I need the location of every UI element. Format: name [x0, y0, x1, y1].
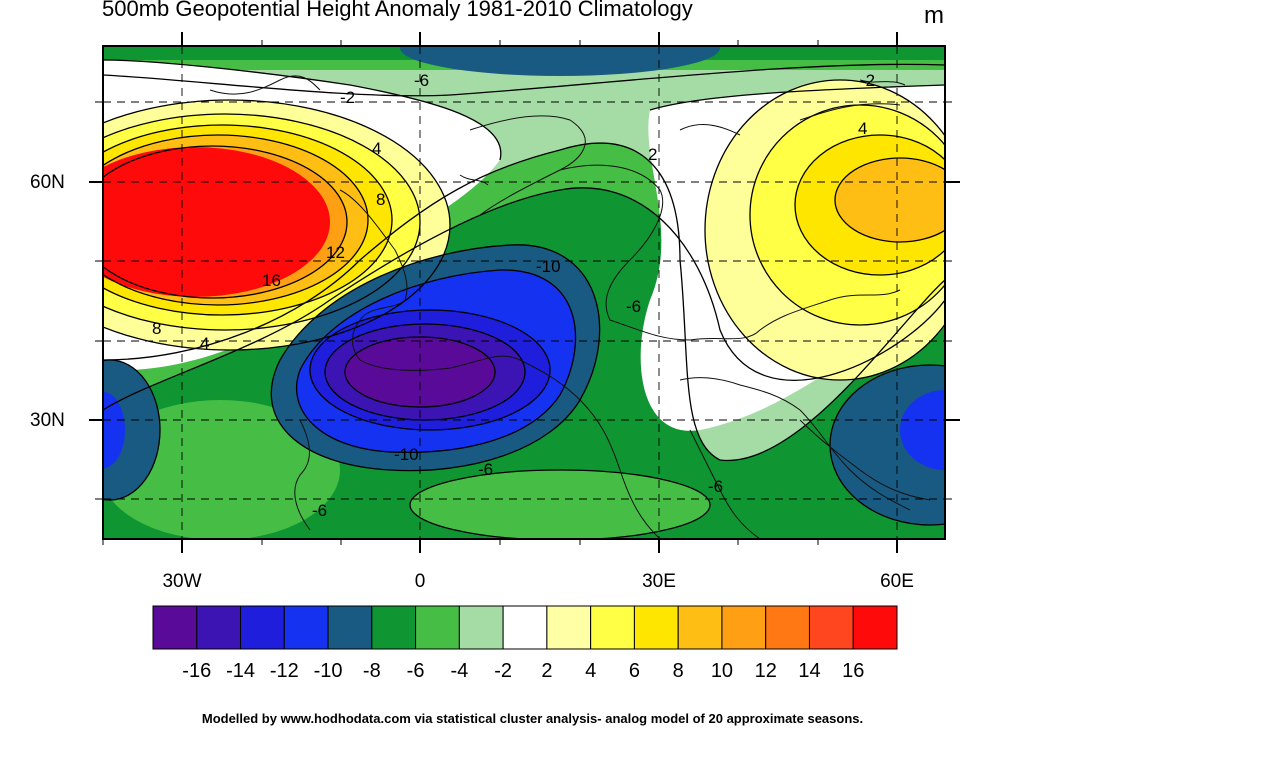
lon-label: 30E	[642, 571, 676, 592]
field-minus8-sw	[103, 360, 160, 500]
contour-label: 4	[858, 119, 867, 138]
lon-label: 60E	[880, 571, 914, 592]
units-label: m	[924, 2, 944, 29]
colorbar-swatch	[371, 605, 417, 650]
colorbar-label: -6	[406, 660, 425, 682]
colorbar-swatch	[852, 605, 898, 650]
lon-label: 30W	[162, 571, 202, 592]
colorbar-swatch	[240, 605, 285, 650]
colorbar-label: 16	[842, 660, 865, 682]
colorbar	[152, 605, 898, 650]
contour-label: 16	[262, 271, 281, 290]
colorbar-swatch	[415, 605, 460, 650]
colorbar-label: -10	[313, 660, 343, 682]
colorbar-label: -16	[182, 660, 212, 682]
contour-label: -6	[312, 501, 327, 520]
map-frame	[102, 45, 946, 540]
lat-label: 30N	[30, 410, 65, 431]
contour-label: -6	[414, 71, 429, 90]
colorbar-swatch	[196, 605, 242, 650]
contour-label: -2	[340, 88, 355, 107]
field-minus8-north	[400, 46, 720, 76]
colorbar-label: 6	[628, 660, 640, 682]
colorbar-swatch	[502, 605, 548, 650]
contour-label: 12	[326, 243, 345, 262]
colorbar-swatch	[721, 605, 767, 650]
colorbar-label: 10	[710, 660, 734, 682]
field-minus4-south	[410, 470, 710, 539]
contour-label: -2	[860, 71, 875, 90]
colorbar-swatch	[283, 605, 329, 650]
colorbar-swatch	[458, 605, 504, 650]
colorbar-label: -4	[450, 660, 469, 682]
colorbar-label: -12	[269, 660, 299, 682]
contour-label: -10	[536, 257, 561, 276]
field-plus10-east	[835, 158, 945, 242]
colorbar-swatch	[633, 605, 679, 650]
colorbar-label: -14	[226, 660, 255, 682]
field-minus10-sw	[103, 392, 125, 468]
colorbar-label: 8	[672, 660, 684, 682]
contour-label: -6	[626, 297, 641, 316]
colorbar-swatch	[590, 605, 635, 650]
contour-label: 2	[648, 145, 657, 164]
contour-label: 8	[376, 190, 385, 209]
colorbar-label: -2	[494, 660, 513, 682]
contour-label: 8	[152, 319, 161, 338]
contour-label: -6	[478, 460, 493, 479]
colorbar-swatch	[808, 605, 854, 650]
colorbar-swatch	[546, 605, 592, 650]
contour-label: -6	[708, 477, 723, 496]
colorbar-swatch	[677, 605, 723, 650]
colorbar-label: 2	[541, 660, 553, 682]
field-minus4-sw	[103, 400, 340, 539]
colorbar-label: 4	[585, 660, 597, 682]
credit-text: Modelled by www.hodhodata.com via statis…	[201, 711, 864, 726]
lat-label: 60N	[30, 172, 65, 193]
colorbar-label: 14	[798, 660, 821, 682]
field-minus10-se	[900, 390, 945, 470]
colorbar-swatch	[327, 605, 373, 650]
map-title: 500mb Geopotential Height Anomaly 1981-2…	[102, 0, 693, 21]
contour-label: 4	[200, 334, 209, 353]
contour-label: 4	[372, 139, 381, 158]
colorbar-label: -8	[362, 660, 381, 682]
contour-label: -10	[394, 445, 419, 464]
lon-label: 0	[414, 571, 426, 592]
colorbar-label: 12	[754, 660, 777, 682]
colorbar-swatch	[152, 605, 198, 650]
colorbar-swatch	[765, 605, 810, 650]
field-plus16-west	[103, 147, 330, 297]
